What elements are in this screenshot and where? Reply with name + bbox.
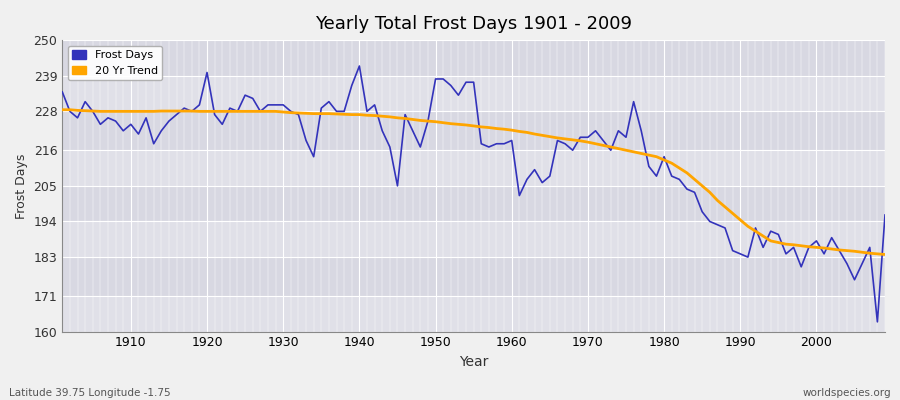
Text: Latitude 39.75 Longitude -1.75: Latitude 39.75 Longitude -1.75 <box>9 388 171 398</box>
Bar <box>62 150 885 186</box>
X-axis label: Year: Year <box>459 355 489 369</box>
Bar <box>62 40 885 76</box>
Bar <box>62 257 885 296</box>
Bar <box>62 76 885 111</box>
Title: Yearly Total Frost Days 1901 - 2009: Yearly Total Frost Days 1901 - 2009 <box>315 15 632 33</box>
Legend: Frost Days, 20 Yr Trend: Frost Days, 20 Yr Trend <box>68 46 162 80</box>
Text: worldspecies.org: worldspecies.org <box>803 388 891 398</box>
Bar <box>62 296 885 332</box>
Bar <box>62 222 885 257</box>
Bar <box>62 111 885 150</box>
Bar <box>62 186 885 222</box>
Y-axis label: Frost Days: Frost Days <box>15 153 28 218</box>
